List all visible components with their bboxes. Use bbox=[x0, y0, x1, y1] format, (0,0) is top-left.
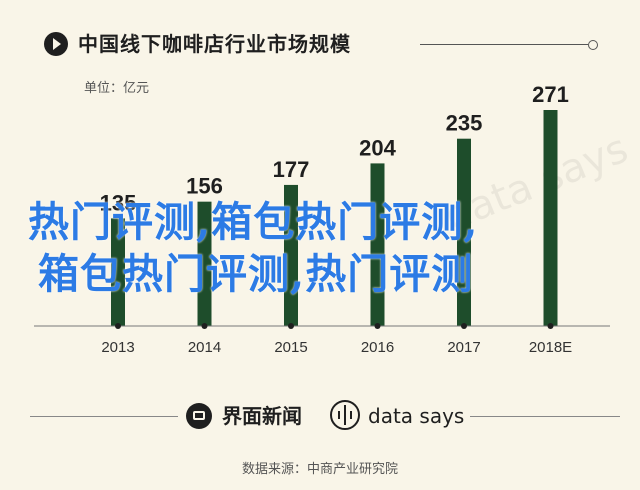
x-label-2018E: 2018E bbox=[529, 339, 572, 356]
footer-line-left bbox=[30, 416, 178, 417]
value-label-2018E: 271 bbox=[532, 82, 569, 107]
overlay-text: 热门评测,箱包热门评测, 箱包热门评测,热门评测 bbox=[28, 196, 628, 300]
overlay-line-1: 热门评测,箱包热门评测, bbox=[28, 198, 479, 246]
title-divider bbox=[420, 44, 588, 45]
bar-2016 bbox=[370, 163, 385, 326]
bar-2015 bbox=[284, 184, 298, 326]
tick-2017 bbox=[461, 323, 467, 329]
play-icon bbox=[44, 32, 68, 56]
value-label-2016: 204 bbox=[359, 135, 396, 160]
source-note: 数据来源：中商产业研究院 bbox=[241, 462, 398, 477]
tick-2018E bbox=[547, 323, 554, 329]
tick-2016 bbox=[374, 323, 381, 329]
unit-label: 单位：亿元 bbox=[84, 81, 150, 96]
bars-group bbox=[111, 110, 558, 326]
x-label-2015: 2015 bbox=[274, 339, 307, 356]
x-label-2016: 2016 bbox=[361, 339, 394, 356]
tick-2015 bbox=[288, 323, 294, 329]
bar-2017 bbox=[457, 138, 471, 326]
bar-2014 bbox=[197, 201, 212, 326]
brand-jiemian: 界面新闻 bbox=[222, 404, 302, 428]
bar-2018E bbox=[543, 110, 558, 326]
footer-line-right bbox=[470, 416, 620, 417]
x-ticks-group bbox=[115, 323, 554, 329]
title-end-circle-icon bbox=[588, 40, 598, 50]
bar-2013 bbox=[111, 218, 125, 326]
x-label-2013: 2013 bbox=[101, 339, 134, 356]
value-label-2015: 177 bbox=[273, 157, 310, 182]
datasays-logo-icon bbox=[330, 400, 360, 430]
chart-title: 中国线下咖啡店行业市场规模 bbox=[78, 32, 351, 56]
brand-datasays: data says bbox=[368, 404, 465, 428]
x-label-2014: 2014 bbox=[188, 339, 221, 356]
value-labels-group: 135 156 177 204 235 271 bbox=[100, 82, 569, 215]
footer-brands: 界面新闻 data says bbox=[0, 398, 640, 438]
x-label-2017: 2017 bbox=[447, 339, 480, 356]
value-label-2013: 135 bbox=[100, 190, 137, 215]
tick-2013 bbox=[115, 323, 121, 329]
value-label-2017: 235 bbox=[446, 111, 483, 136]
tick-2014 bbox=[201, 323, 208, 329]
value-label-2014: 156 bbox=[186, 174, 223, 199]
jiemian-logo-icon bbox=[186, 403, 212, 429]
overlay-line-2: 箱包热门评测,热门评测 bbox=[38, 250, 474, 298]
title-row: 中国线下咖啡店行业市场规模 bbox=[40, 30, 600, 60]
x-labels-group: 2013 2014 2015 2016 2017 2018E bbox=[101, 339, 572, 356]
